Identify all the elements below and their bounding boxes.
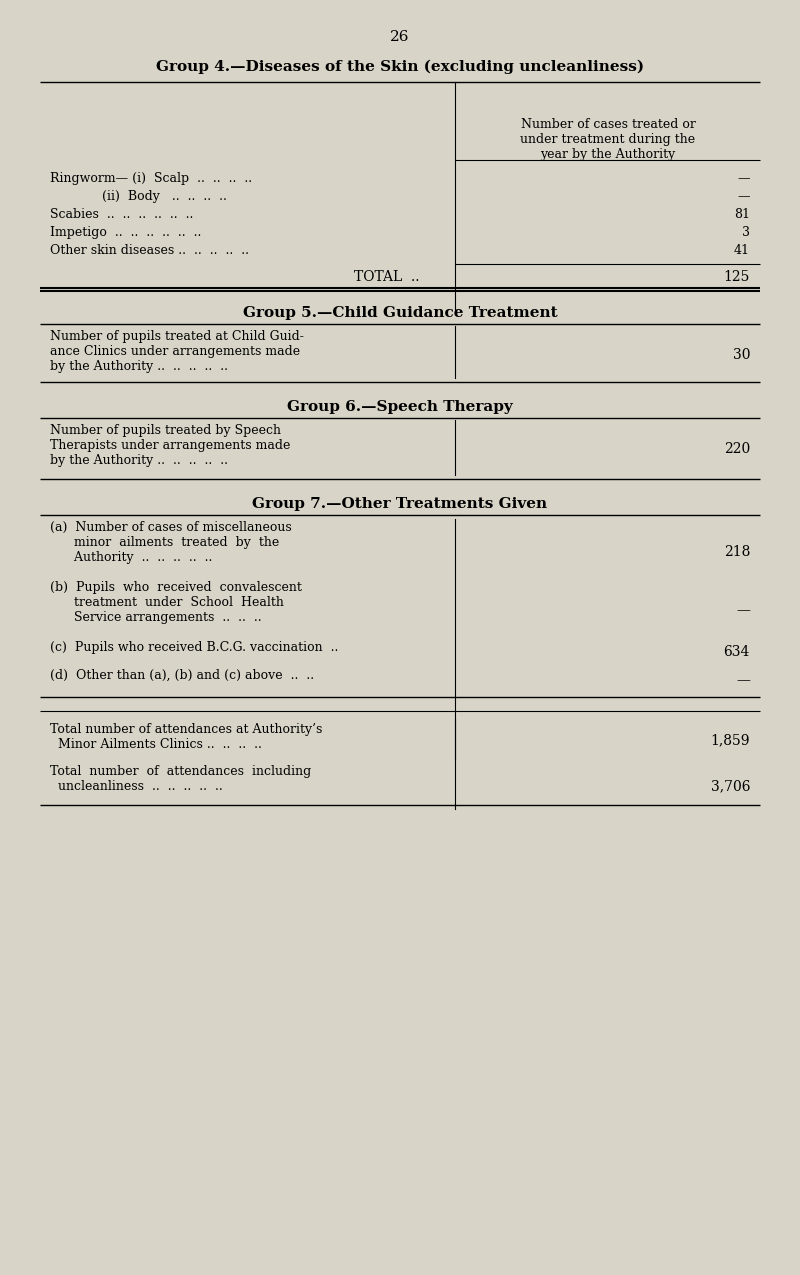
Text: Total  number  of  attendances  including
  uncleanliness  ..  ..  ..  ..  ..: Total number of attendances including un…: [50, 765, 311, 793]
Text: (c)  Pupils who received B.C.G. vaccination  ..: (c) Pupils who received B.C.G. vaccinati…: [50, 641, 338, 654]
Text: Total number of attendances at Authority’s
  Minor Ailments Clinics ..  ..  ..  : Total number of attendances at Authority…: [50, 723, 322, 751]
Text: 220: 220: [724, 442, 750, 456]
Text: Group 4.—Diseases of the Skin (excluding uncleanliness): Group 4.—Diseases of the Skin (excluding…: [156, 60, 644, 74]
Text: 218: 218: [724, 544, 750, 558]
Text: 1,859: 1,859: [710, 733, 750, 747]
Text: (d)  Other than (a), (b) and (c) above  ..  ..: (d) Other than (a), (b) and (c) above ..…: [50, 669, 314, 682]
Text: (b)  Pupils  who  received  convalescent
      treatment  under  School  Health
: (b) Pupils who received convalescent tre…: [50, 581, 302, 623]
Text: 3,706: 3,706: [710, 779, 750, 793]
Text: Group 7.—Other Treatments Given: Group 7.—Other Treatments Given: [253, 497, 547, 511]
Text: Group 5.—Child Guidance Treatment: Group 5.—Child Guidance Treatment: [242, 306, 558, 320]
Text: 41: 41: [734, 244, 750, 258]
Text: 81: 81: [734, 208, 750, 221]
Text: 125: 125: [724, 270, 750, 284]
Text: 30: 30: [733, 348, 750, 362]
Text: 26: 26: [390, 31, 410, 45]
Text: (ii)  Body   ..  ..  ..  ..: (ii) Body .. .. .. ..: [50, 190, 227, 203]
Text: Impetigo  ..  ..  ..  ..  ..  ..: Impetigo .. .. .. .. .. ..: [50, 226, 202, 238]
Text: —: —: [738, 172, 750, 185]
Text: Number of pupils treated at Child Guid-
ance Clinics under arrangements made
by : Number of pupils treated at Child Guid- …: [50, 330, 304, 374]
Text: Number of pupils treated by Speech
Therapists under arrangements made
by the Aut: Number of pupils treated by Speech Thera…: [50, 425, 290, 467]
Text: (a)  Number of cases of miscellaneous
      minor  ailments  treated  by  the
  : (a) Number of cases of miscellaneous min…: [50, 521, 292, 564]
Text: —: —: [736, 603, 750, 617]
Text: —: —: [738, 190, 750, 203]
Text: Number of cases treated or
under treatment during the
year by the Authority: Number of cases treated or under treatme…: [521, 119, 695, 161]
Text: Ringworm— (i)  Scalp  ..  ..  ..  ..: Ringworm— (i) Scalp .. .. .. ..: [50, 172, 252, 185]
Text: 634: 634: [724, 645, 750, 659]
Text: Other skin diseases ..  ..  ..  ..  ..: Other skin diseases .. .. .. .. ..: [50, 244, 249, 258]
Text: Scabies  ..  ..  ..  ..  ..  ..: Scabies .. .. .. .. .. ..: [50, 208, 194, 221]
Text: TOTAL  ..: TOTAL ..: [354, 270, 420, 284]
Text: 3: 3: [742, 226, 750, 238]
Text: —: —: [736, 673, 750, 687]
Text: Group 6.—Speech Therapy: Group 6.—Speech Therapy: [287, 400, 513, 414]
